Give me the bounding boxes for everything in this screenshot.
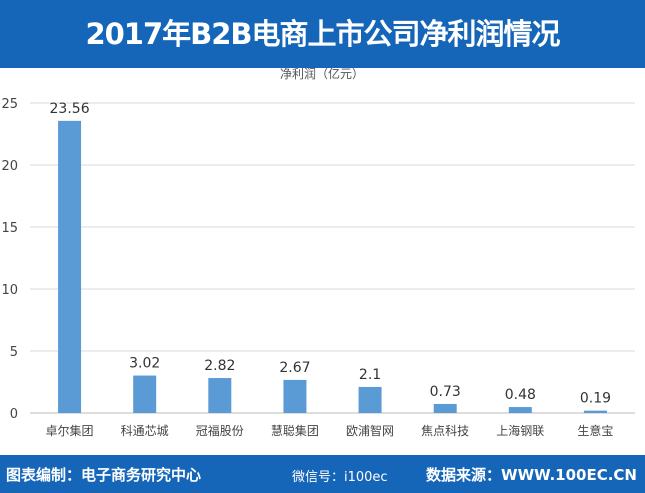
data-label: 2.67: [279, 360, 310, 376]
y-tick-label: 5: [10, 345, 18, 360]
bar: [58, 120, 82, 413]
y-tick-label: 10: [1, 283, 18, 298]
chart-footer: 图表编制：电子商务研究中心 微信号：i100ec 数据来源：WWW.100EC.…: [0, 455, 645, 493]
compiled-by: 图表编制：电子商务研究中心: [6, 466, 202, 484]
bar: [583, 410, 607, 413]
x-tick-label: 上海钢联: [496, 423, 544, 438]
bar: [283, 379, 307, 413]
data-label: 2.82: [204, 358, 235, 374]
bar: [208, 378, 232, 413]
data-label: 23.56: [50, 101, 90, 117]
data-label: 0.48: [505, 387, 536, 403]
data-label: 2.1: [359, 367, 381, 383]
x-tick-label: 卓尔集团: [46, 423, 94, 438]
data-label: 3.02: [129, 356, 160, 372]
data-label: 0.19: [580, 391, 611, 407]
x-tick-label: 焦点科技: [421, 424, 469, 438]
x-tick-label: 科通芯城: [121, 424, 169, 438]
bar: [133, 375, 157, 413]
y-tick-label: 25: [1, 97, 18, 112]
chart-header: 2017年B2B电商上市公司净利润情况: [0, 0, 645, 68]
bar: [433, 403, 457, 413]
wechat-id: 微信号：i100ec: [292, 470, 388, 485]
chart-title: 净利润（亿元）: [280, 66, 364, 81]
y-tick-label: 20: [1, 159, 18, 174]
x-tick-label: 慧聪集团: [271, 423, 319, 438]
data-label: 0.73: [430, 384, 461, 400]
y-tick-label: 0: [10, 407, 18, 422]
bar: [508, 407, 532, 413]
x-tick-label: 生意宝: [577, 423, 613, 438]
x-tick-label: 欧浦智网: [346, 423, 394, 438]
bar: [358, 386, 382, 413]
y-tick-label: 15: [1, 221, 18, 236]
bar-chart: 净利润（亿元） 0 5 10 15 20 25 23.56 卓尔集团 3.02 科通芯城 2.82 冠福…: [1, 66, 635, 438]
data-source: 数据来源：WWW.100EC.CN: [426, 466, 637, 484]
x-tick-label: 冠福股份: [196, 423, 244, 438]
